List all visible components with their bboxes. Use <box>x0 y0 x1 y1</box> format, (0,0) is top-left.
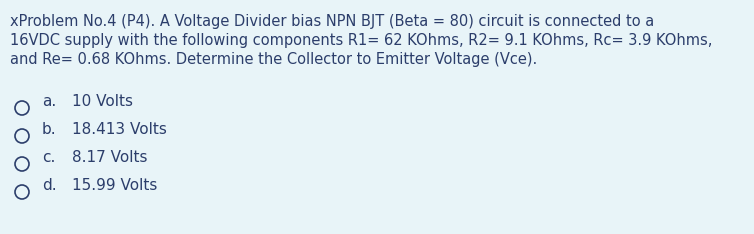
Text: and Re= 0.68 KOhms. Determine the Collector to Emitter Voltage (Vce).: and Re= 0.68 KOhms. Determine the Collec… <box>10 52 538 67</box>
Text: a.: a. <box>42 95 57 110</box>
Text: b.: b. <box>42 123 57 138</box>
Text: 10 Volts: 10 Volts <box>72 95 133 110</box>
Text: 8.17 Volts: 8.17 Volts <box>72 150 148 165</box>
Text: c.: c. <box>42 150 55 165</box>
Text: xProblem No.4 (P4). A Voltage Divider bias NPN BJT (Beta = 80) circuit is connec: xProblem No.4 (P4). A Voltage Divider bi… <box>10 14 654 29</box>
Text: 16VDC supply with the following components R1= 62 KOhms, R2= 9.1 KOhms, Rc= 3.9 : 16VDC supply with the following componen… <box>10 33 713 48</box>
Text: 15.99 Volts: 15.99 Volts <box>72 179 158 194</box>
Text: d.: d. <box>42 179 57 194</box>
Text: 18.413 Volts: 18.413 Volts <box>72 123 167 138</box>
